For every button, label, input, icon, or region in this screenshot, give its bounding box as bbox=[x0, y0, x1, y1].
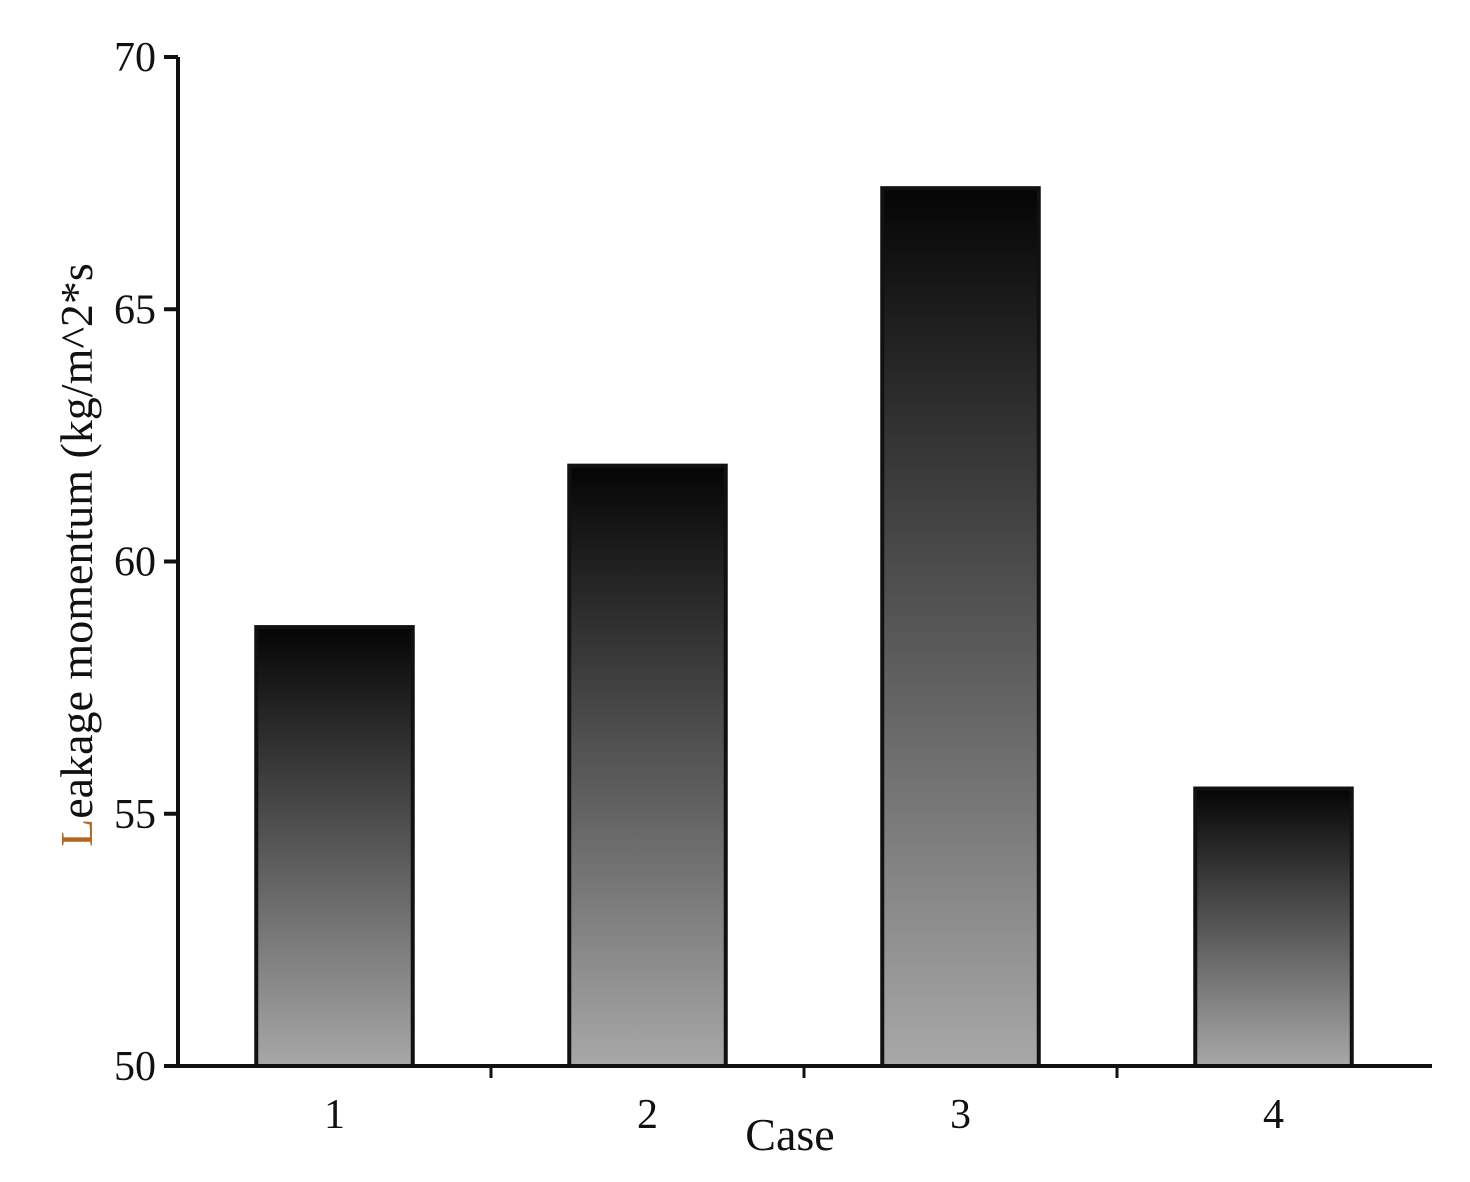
y-tick-label-65: 65 bbox=[114, 287, 156, 333]
bars-group bbox=[254, 186, 1354, 1069]
bar-case-4 bbox=[1193, 786, 1354, 1069]
bar-case-1 bbox=[254, 625, 415, 1069]
y-tick-label-70: 70 bbox=[114, 35, 156, 81]
bar-case-2 bbox=[567, 463, 728, 1068]
x-tick-label-1: 1 bbox=[324, 1092, 345, 1138]
y-axis-title-rest: eakage momentum (kg/m^2*s bbox=[51, 263, 102, 819]
x-tick-label-4: 4 bbox=[1263, 1092, 1284, 1138]
bar-case-3 bbox=[880, 186, 1041, 1069]
x-ticks-group: 1 2 3 4 bbox=[324, 1066, 1284, 1138]
y-axis-title-first-letter: L bbox=[51, 819, 102, 847]
x-axis-title: Case bbox=[745, 1109, 834, 1160]
y-tick-label-60: 60 bbox=[114, 540, 156, 586]
x-tick-label-3: 3 bbox=[950, 1092, 971, 1138]
x-tick-label-2: 2 bbox=[637, 1092, 658, 1138]
y-tick-label-55: 55 bbox=[114, 792, 156, 838]
y-tick-label-50: 50 bbox=[114, 1044, 156, 1090]
y-ticks-group: 50 55 60 65 70 bbox=[114, 35, 178, 1090]
y-axis-title: Leakage momentum (kg/m^2*s bbox=[51, 263, 102, 847]
